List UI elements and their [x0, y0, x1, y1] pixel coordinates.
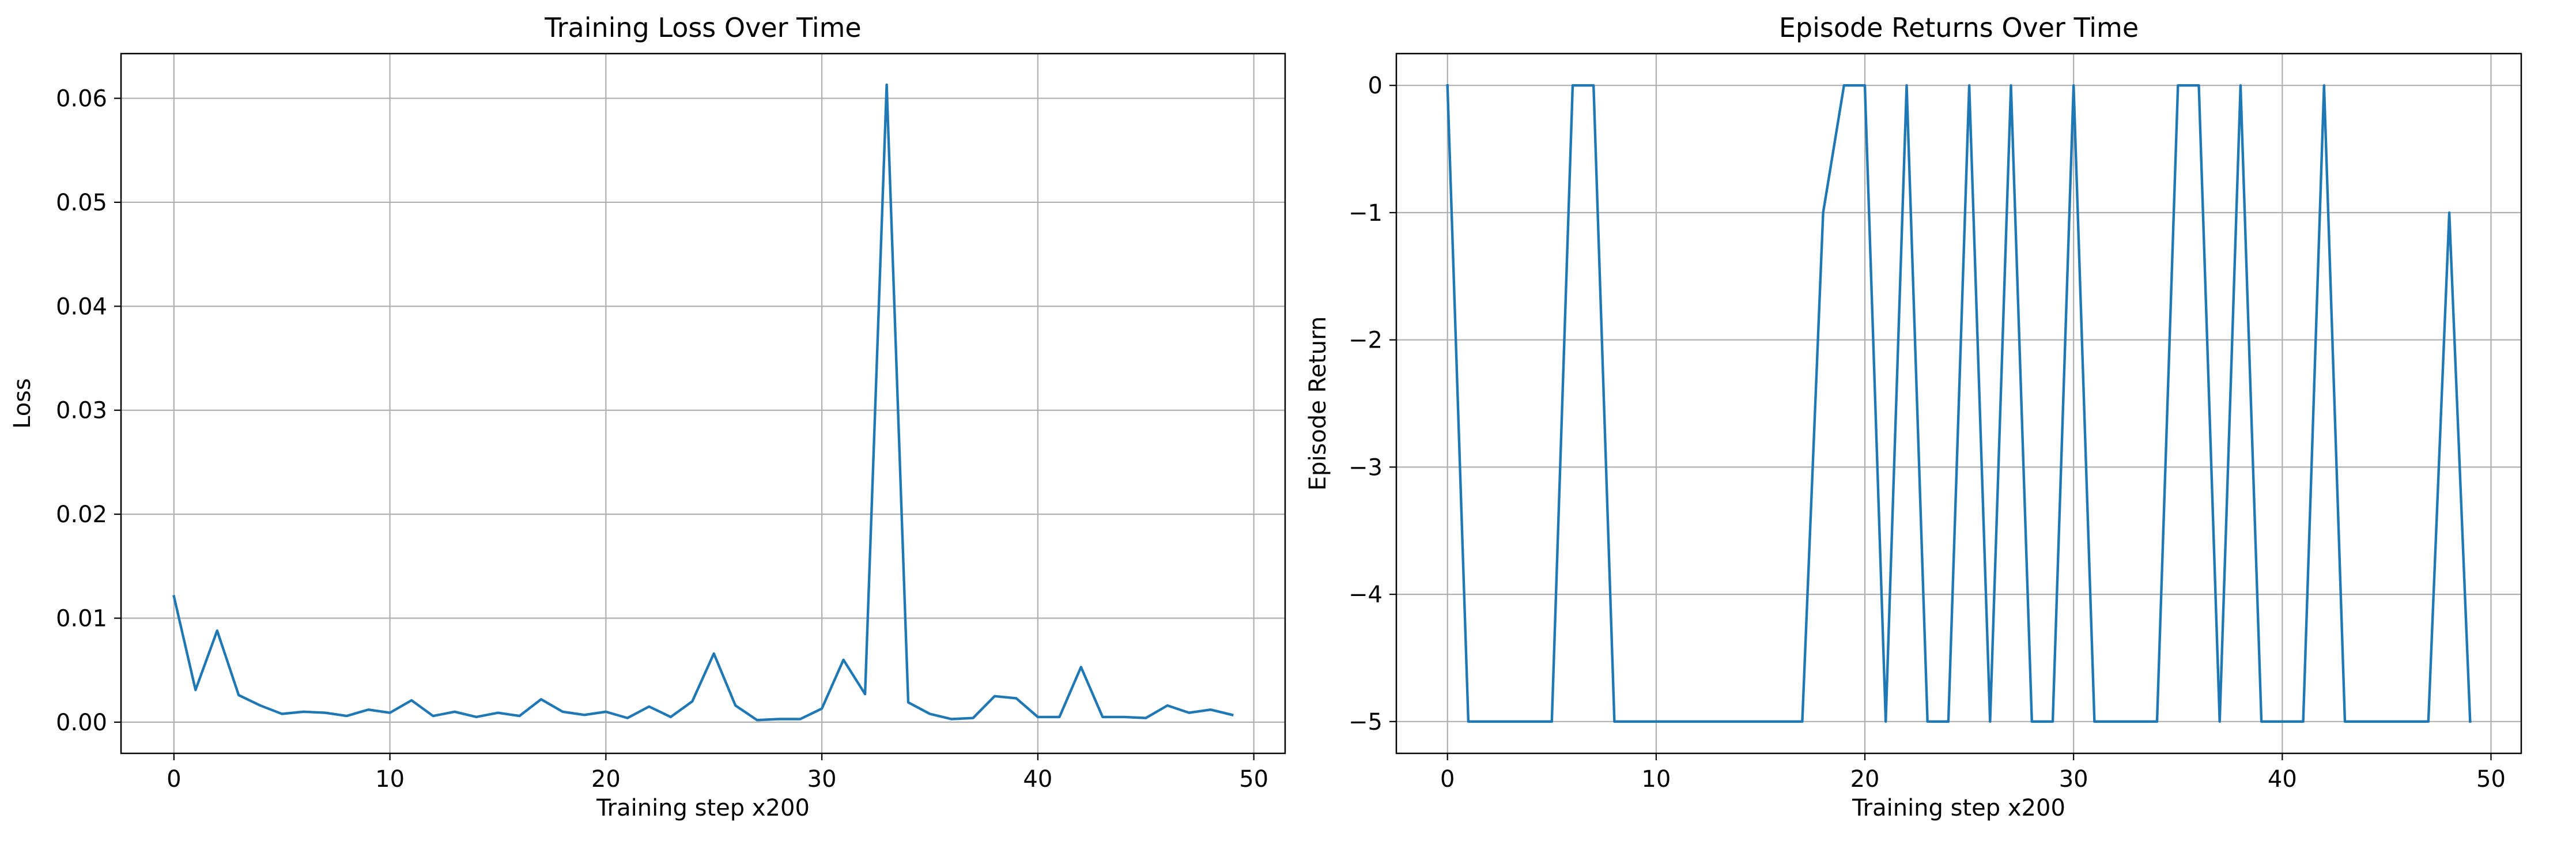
plot-frame-episode-returns	[1395, 52, 2522, 755]
x-tick-label: 20	[591, 766, 621, 793]
chart-title-training-loss: Training Loss Over Time	[544, 12, 861, 43]
x-tick-label: 40	[2268, 766, 2297, 793]
y-tick-label: 0.04	[56, 293, 107, 320]
y-tick-label: 0.02	[56, 501, 107, 528]
episode-returns-panel: Episode Returns Over Time Training step …	[1305, 12, 2522, 821]
x-tick-label: 30	[807, 766, 837, 793]
series-line-training-loss	[172, 83, 1234, 722]
y-tick-label: −1	[1349, 200, 1383, 227]
x-axis-label-training-loss: Training step x200	[596, 795, 810, 821]
y-tick-label: −3	[1349, 454, 1383, 481]
x-tick-label: 20	[1850, 766, 1880, 793]
x-tick-label: 0	[1440, 766, 1455, 793]
x-tick-label: 10	[1641, 766, 1671, 793]
x-tick-label: 40	[1023, 766, 1052, 793]
y-tick-label: −4	[1349, 582, 1383, 608]
y-tick-label: −2	[1349, 327, 1383, 354]
grid-episode-returns	[1396, 54, 2521, 753]
y-tick-label: 0.01	[56, 605, 107, 632]
y-tick-label: 0.06	[56, 86, 107, 112]
x-axis-label-episode-returns: Training step x200	[1852, 795, 2065, 821]
grid-training-loss	[121, 54, 1285, 753]
y-tick-label: −5	[1349, 709, 1383, 735]
plot-frame-training-loss	[120, 52, 1286, 755]
y-tick-label: 0.05	[56, 190, 107, 216]
chart-title-episode-returns: Episode Returns Over Time	[1779, 12, 2139, 43]
training-loss-panel: Training Loss Over Time Training step x2…	[9, 12, 1286, 821]
x-tick-label: 10	[375, 766, 405, 793]
y-tick-label: 0.03	[56, 398, 107, 424]
x-tick-label: 30	[2059, 766, 2088, 793]
series-line-episode-returns	[1446, 84, 2472, 723]
x-tick-label: 50	[1239, 766, 1268, 793]
y-axis-label-training-loss: Loss	[9, 378, 36, 429]
x-tick-label: 0	[167, 766, 181, 793]
x-tick-label: 50	[2476, 766, 2506, 793]
y-tick-label: 0.00	[56, 710, 107, 736]
y-axis-label-episode-returns: Episode Return	[1305, 316, 1331, 491]
y-tick-label: 0	[1368, 73, 1383, 99]
